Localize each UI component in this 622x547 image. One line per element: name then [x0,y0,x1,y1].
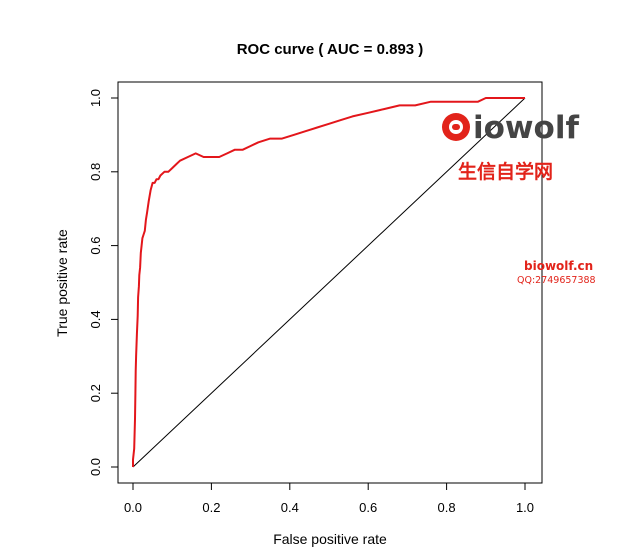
chart-title: ROC curve ( AUC = 0.893 ) [237,41,424,58]
watermark-cn-text: 生信自学网 [458,161,554,183]
reference-diagonal-line [132,97,526,468]
watermark-url: biowolf.cn [524,259,594,273]
y-axis-label: True positive rate [54,229,70,337]
x-axis-label: False positive rate [273,531,387,547]
svg-text:iowolf: iowolf [473,110,579,146]
x-tick-label: 0.6 [359,500,377,515]
x-tick-label: 0.8 [438,500,456,515]
y-tick-label: 0.6 [88,237,103,255]
y-tick-label: 0.0 [88,458,103,476]
y-tick-label: 0.8 [88,163,103,181]
y-tick-label: 0.4 [88,310,103,328]
plot-frame [117,81,543,484]
roc-curve-line [132,97,525,467]
biowolf-logo: iowolf [442,110,579,146]
y-axis: 0.0 0.2 0.4 0.6 0.8 1.0 [88,89,118,476]
x-tick-label: 1.0 [516,500,534,515]
x-axis: 0.0 0.2 0.4 0.6 0.8 1.0 [124,483,534,515]
x-tick-label: 0.2 [202,500,220,515]
x-tick-label: 0.0 [124,500,142,515]
x-tick-label: 0.4 [281,500,299,515]
y-tick-label: 1.0 [88,89,103,107]
y-tick-label: 0.2 [88,384,103,402]
watermark-qq: QQ:2749657388 [517,275,596,286]
